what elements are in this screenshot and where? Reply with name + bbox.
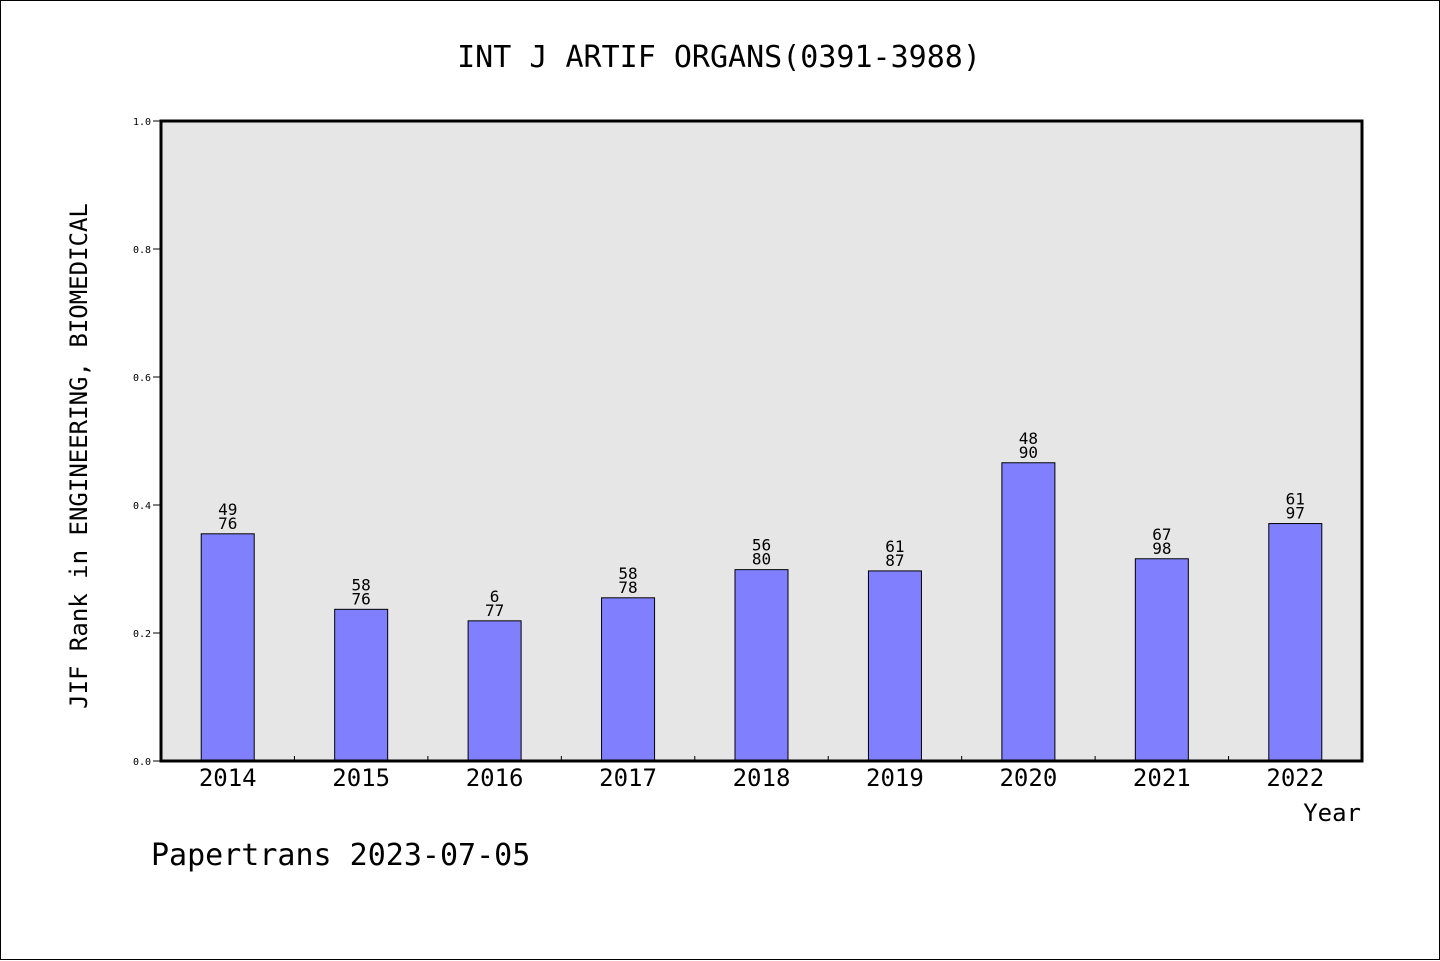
y-axis-label: JIF Rank in ENGINEERING, BIOMEDICAL [65,203,93,709]
bar-2019 [867,570,922,762]
bar-label-total: 80 [752,550,771,569]
x-tick-label: 2016 [466,764,524,792]
y-tick-label: 1.0 [133,117,151,128]
x-tick-label: 2021 [1133,764,1191,792]
watermark: Papertrans 2023-07-05 [151,838,530,873]
x-tick-label: 2015 [332,764,390,792]
bar-label-rank: 6 [490,587,500,606]
bar-label-rank: 48 [1019,429,1038,448]
x-tick-label: 2019 [866,764,924,792]
bar-2021 [1134,558,1189,762]
bar-2020 [1001,462,1056,762]
x-tick-label: 2018 [733,764,791,792]
bar-2017 [601,597,656,762]
y-tick-label: 0.6 [133,373,151,384]
bar-2016 [467,620,522,762]
x-tick-label: 2022 [1266,764,1324,792]
bar-label-total: 98 [1152,539,1171,558]
bar-2014 [200,533,255,762]
y-axis: 0.0 0.2 0.4 0.6 0.8 1.0 [133,117,161,768]
bar-2018 [734,569,789,762]
bar-label-total: 77 [485,601,504,620]
bars-group [200,462,1323,762]
bar-label-total: 78 [618,578,637,597]
bar-label-rank: 61 [1286,490,1305,509]
bar-label-rank: 49 [218,500,237,519]
x-tick-label: 2014 [199,764,257,792]
bar-label-rank: 67 [1152,525,1171,544]
y-tick-label: 0.4 [133,501,151,512]
bar-label-total: 90 [1019,443,1038,462]
x-axis-label: Year [1303,799,1361,827]
bar-2022 [1268,523,1323,762]
bar-label-total: 76 [218,514,237,533]
bar-label-total: 76 [352,589,371,608]
y-tick-label: 0.0 [133,757,151,768]
bar-label-rank: 61 [885,537,904,556]
bar-label-total: 87 [885,551,904,570]
bar-label-rank: 58 [352,575,371,594]
chart-title: INT J ARTIF ORGANS(0391-3988) [457,40,981,75]
plot-border [159,119,1364,763]
bar-label-rank: 56 [752,536,771,555]
y-tick-label: 0.8 [133,245,151,256]
bar-label-rank: 58 [618,564,637,583]
bar-2015 [334,608,389,762]
x-tick-label: 2017 [599,764,657,792]
y-tick-label: 0.2 [133,629,151,640]
x-tick-label: 2020 [999,764,1057,792]
x-axis: 2014 2015 2016 2017 2018 2019 2020 2021 2022 [199,756,1324,792]
bar-label-total: 97 [1286,504,1305,523]
